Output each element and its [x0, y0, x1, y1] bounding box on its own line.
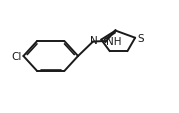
- Text: N: N: [90, 35, 98, 45]
- Text: S: S: [138, 33, 144, 43]
- Text: Cl: Cl: [11, 52, 21, 61]
- Text: NH: NH: [106, 37, 122, 47]
